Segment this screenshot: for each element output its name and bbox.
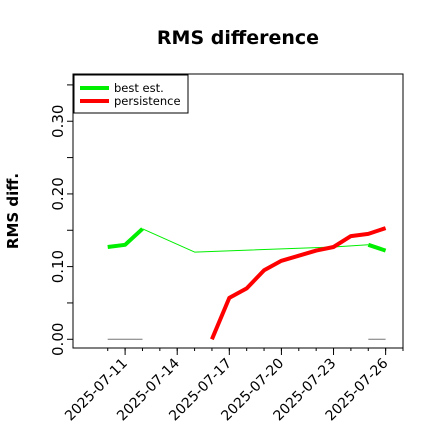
series-line-best-est (107, 227, 144, 249)
legend-label-best-est: best est. (114, 81, 164, 95)
legend-box (73, 74, 189, 114)
y-tick-label: 0.30 (49, 105, 67, 138)
chart-title: RMS difference (157, 27, 319, 49)
series-line-best-est (142, 228, 369, 253)
y-axis-label: RMS diff. (4, 173, 22, 249)
legend: best est. persistence (73, 74, 189, 114)
series-line-persistence (210, 226, 387, 341)
series-layer (107, 226, 387, 341)
legend-label-persistence: persistence (114, 94, 181, 108)
y-tick-label: 0.20 (49, 177, 67, 210)
series-line-best-est (367, 242, 387, 253)
y-axis: 0.00 0.10 0.20 0.30 (49, 84, 73, 356)
x-axis: 2025-07-112025-07-142025-07-172025-07-20… (62, 348, 404, 424)
y-tick-label: 0.00 (49, 323, 67, 356)
y-tick-label: 0.10 (49, 250, 67, 283)
plot-frame (72, 73, 404, 349)
